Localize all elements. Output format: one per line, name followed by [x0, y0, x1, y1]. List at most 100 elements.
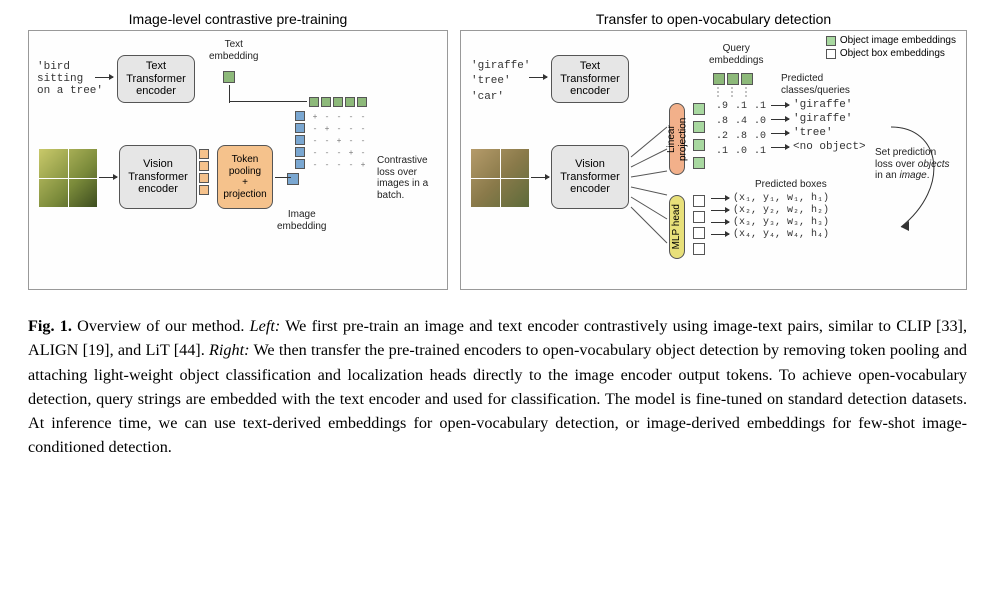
score-cell: .1	[732, 101, 750, 115]
pred-box: (x₃, y₃, w₃, h₃)	[733, 217, 829, 228]
left-panel-title: Image-level contrastive pre-training	[29, 11, 447, 27]
score-cell: .0	[732, 146, 750, 160]
pred-box: (x₁, y₁, w₁, h₁)	[733, 193, 829, 204]
matrix-cell: -	[357, 147, 369, 159]
figure-row: Image-level contrastive pre-training 'bi…	[28, 30, 967, 290]
arrow-icon	[771, 105, 789, 106]
score-cell: .8	[732, 131, 750, 145]
arrow-icon	[711, 210, 729, 211]
arrow-icon	[711, 222, 729, 223]
token-pool-box: Token pooling + projection	[217, 145, 273, 209]
input-image-tile	[471, 149, 529, 207]
matrix-cell: -	[345, 111, 357, 123]
matrix-cell: -	[321, 135, 333, 147]
matrix-cell: +	[345, 147, 357, 159]
caption-intro: Overview of our method.	[77, 317, 249, 335]
pred-box-list: (x₁, y₁, w₁, h₁) (x₂, y₂, w₂, h₂) (x₃, y…	[711, 193, 829, 240]
img-emb-col	[295, 111, 305, 169]
score-grid: .9.1.1.8.4.0.2.8.0.1.0.1	[713, 101, 769, 160]
arrow-icon	[529, 77, 547, 78]
matrix-cell: -	[321, 111, 333, 123]
caption-right-label: Right:	[209, 341, 249, 359]
query-item: 'tree'	[471, 74, 530, 89]
score-cell: .1	[751, 146, 769, 160]
caption-left-label: Left:	[250, 317, 281, 335]
pred-class-list: 'giraffe' 'giraffe' 'tree' <no object>	[771, 99, 866, 153]
connector-line	[229, 101, 307, 102]
arrow-icon	[711, 234, 729, 235]
query-list: 'giraffe' 'tree' 'car'	[471, 59, 530, 105]
matrix-cell: -	[321, 147, 333, 159]
matrix-cell: -	[309, 123, 321, 135]
matrix-cell: -	[333, 147, 345, 159]
matrix-cell: -	[309, 159, 321, 171]
arrow-icon	[771, 119, 789, 120]
vision-encoder-box: Vision Transformer encoder	[119, 145, 197, 209]
pred-class: 'giraffe'	[793, 113, 852, 125]
figure-caption: Fig. 1. Overview of our method. Left: We…	[28, 314, 967, 460]
pred-box: (x₄, y₄, w₄, h₄)	[733, 229, 829, 240]
pred-class: 'tree'	[793, 127, 833, 139]
query-emb-label: Query embeddings	[709, 43, 763, 66]
matrix-cell: +	[309, 111, 321, 123]
caption-lead: Fig. 1.	[28, 317, 72, 335]
contrastive-label: Contrastive loss over images in a batch.	[377, 155, 428, 201]
matrix-cell: -	[333, 123, 345, 135]
query-item: 'giraffe'	[471, 59, 530, 74]
matrix-cell: +	[333, 135, 345, 147]
pred-classes-label: Predicted classes/queries	[781, 73, 850, 96]
score-cell: .9	[713, 101, 731, 115]
matrix-cell: -	[357, 135, 369, 147]
score-cell: .0	[751, 116, 769, 130]
arrow-icon	[95, 77, 113, 78]
matrix-cell: -	[309, 147, 321, 159]
score-cell: .1	[751, 101, 769, 115]
text-emb-label: Text embedding	[209, 39, 258, 62]
right-panel: Transfer to open-vocabulary detection Ob…	[460, 30, 967, 290]
linear-proj-box: Linear projection	[669, 103, 685, 175]
arrow-icon	[531, 177, 549, 178]
mlp-head-box: MLP head	[669, 195, 685, 259]
pred-box: (x₂, y₂, w₂, h₂)	[733, 205, 829, 216]
query-emb-row	[713, 73, 753, 85]
query-item: 'car'	[471, 90, 530, 105]
mlp-head-label: MLP head	[671, 204, 683, 249]
pred-class: <no object>	[793, 141, 866, 153]
matrix-cell: -	[333, 111, 345, 123]
similarity-matrix: +-----+-----+-----+-----+	[309, 111, 369, 171]
pred-boxes-label: Predicted boxes	[755, 179, 827, 191]
matrix-cell: -	[321, 159, 333, 171]
matrix-cell: -	[357, 111, 369, 123]
input-text: 'bird sitting on a tree'	[37, 61, 103, 97]
text-encoder-box: Text Transformer encoder	[551, 55, 629, 103]
img-emb-token	[287, 173, 299, 185]
matrix-cell: +	[321, 123, 333, 135]
left-panel: Image-level contrastive pre-training 'bi…	[28, 30, 448, 290]
img-emb-label: Image embedding	[277, 209, 326, 232]
arrow-icon	[711, 198, 729, 199]
text-emb-token	[223, 71, 235, 83]
score-cell: .1	[713, 146, 731, 160]
score-cell: .4	[732, 116, 750, 130]
matrix-cell: -	[333, 159, 345, 171]
text-encoder-box: Text Transformer encoder	[117, 55, 195, 103]
arrow-icon	[771, 147, 789, 148]
matrix-cell: -	[357, 123, 369, 135]
matrix-cell: -	[309, 135, 321, 147]
score-cell: .0	[751, 131, 769, 145]
connector-line	[275, 177, 291, 178]
score-cell: .8	[713, 116, 731, 130]
obj-box-emb-col	[693, 195, 705, 255]
set-pred-label: Set predictionloss over objectsin an ima…	[875, 147, 949, 182]
input-image-tile	[39, 149, 97, 207]
score-cell: .2	[713, 131, 731, 145]
text-emb-row	[309, 97, 367, 107]
obj-img-emb-col	[693, 103, 705, 169]
matrix-cell: -	[345, 135, 357, 147]
linear-proj-label: Linear projection	[666, 106, 689, 172]
matrix-cell: -	[345, 123, 357, 135]
right-panel-title: Transfer to open-vocabulary detection	[461, 11, 966, 27]
pred-class: 'giraffe'	[793, 99, 852, 111]
matrix-cell: -	[345, 159, 357, 171]
matrix-cell: +	[357, 159, 369, 171]
